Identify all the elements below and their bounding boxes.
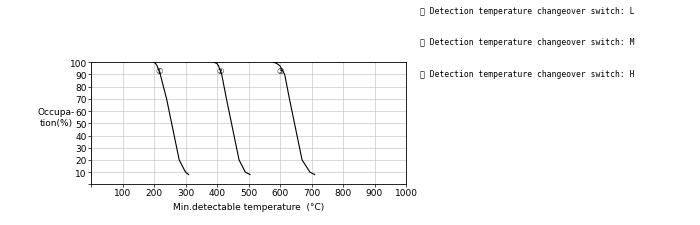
Text: ①: ① [155,67,162,76]
Text: ③: ③ [276,67,284,76]
Text: ① Detection temperature changeover switch: L: ① Detection temperature changeover switc… [420,7,634,16]
X-axis label: Min.detectable temperature  (°C): Min.detectable temperature (°C) [173,202,324,211]
Text: ② Detection temperature changeover switch: M: ② Detection temperature changeover switc… [420,38,634,47]
Text: ③ Detection temperature changeover switch: H: ③ Detection temperature changeover switc… [420,70,634,79]
Text: ②: ② [216,67,224,76]
Text: Occupa-
tion(%): Occupa- tion(%) [38,108,75,127]
